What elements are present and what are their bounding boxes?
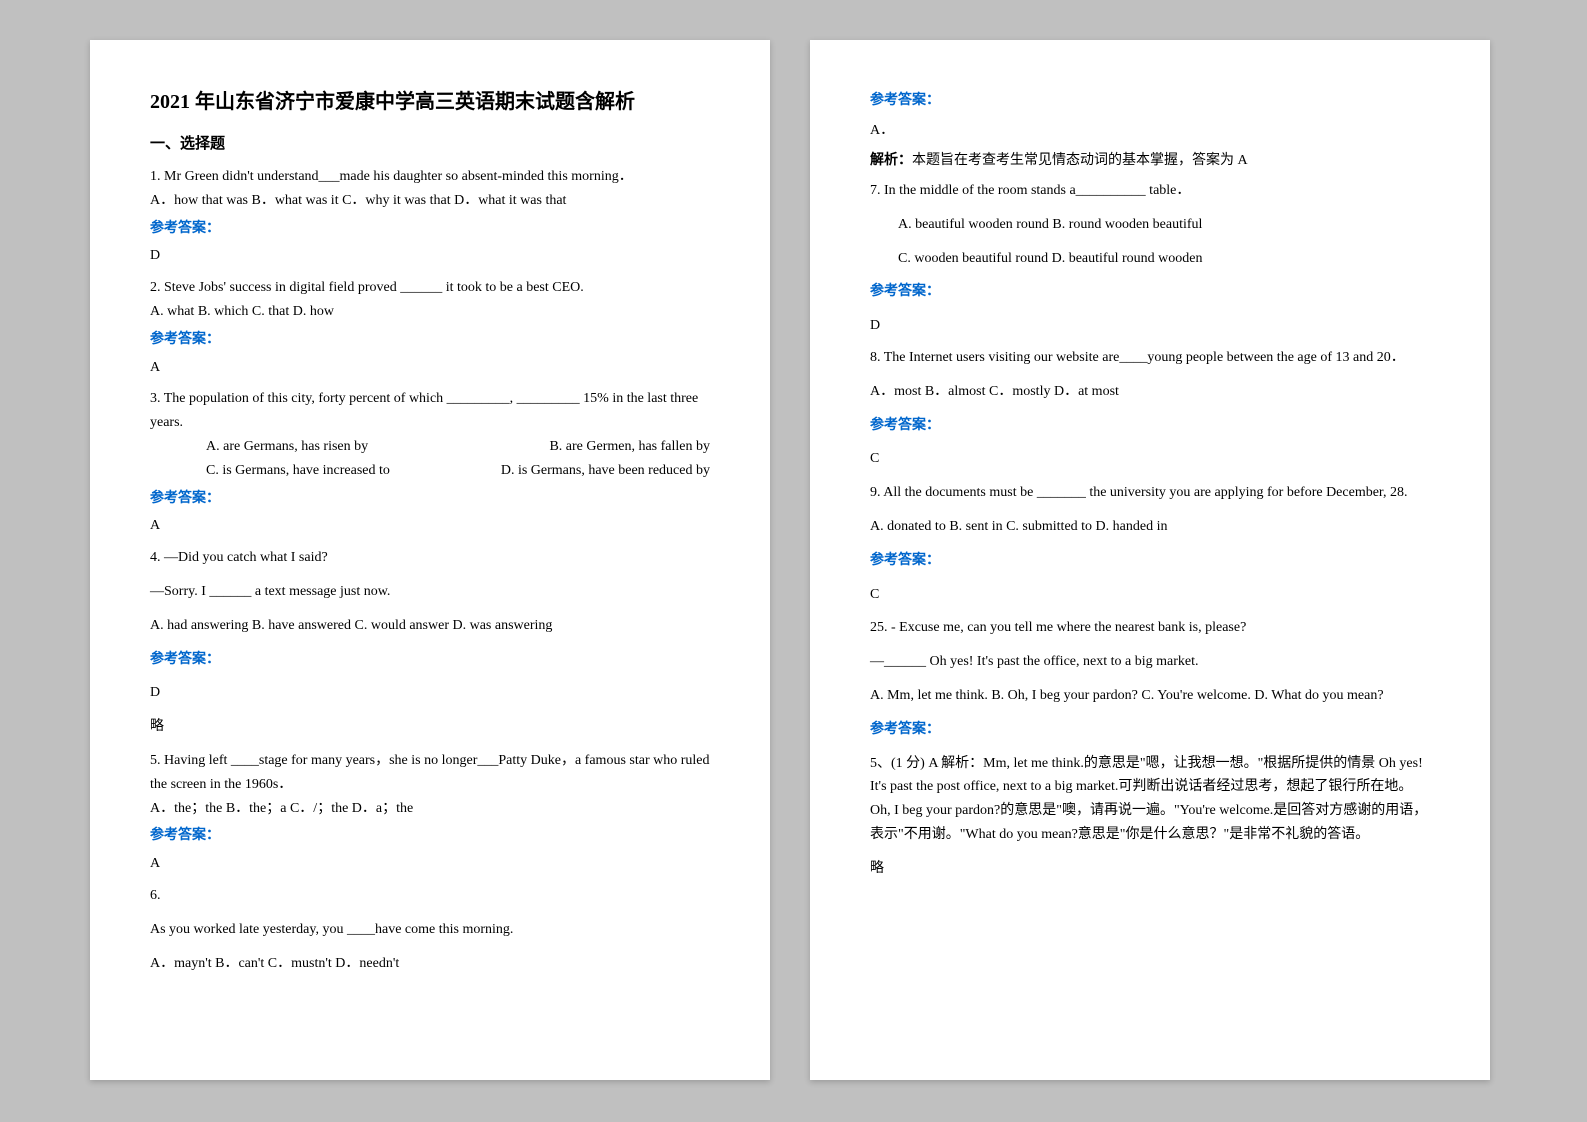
answer-label: 参考答案： xyxy=(870,718,1430,742)
q6-analysis: 本题旨在考查考生常见情态动词的基本掌握，答案为 A xyxy=(912,153,1248,168)
q1-stem: 1. Mr Green didn't understand___made his… xyxy=(150,165,710,189)
analysis-label: 解析： xyxy=(870,153,912,168)
q3-optD: D. is Germans, have been reduced by xyxy=(501,459,710,483)
q7: 7. In the middle of the room stands a___… xyxy=(870,179,1430,338)
q1-opts: A．how that was B．what was it C．why it wa… xyxy=(150,189,710,213)
q25-ans: 5、(1 分) A 解析：Mm, let me think.的意思是"嗯，让我想… xyxy=(870,752,1430,847)
q5-opts: A．the；the B．the；a C．/；the D．a；the xyxy=(150,797,710,821)
q5-ans: A xyxy=(150,852,710,876)
q25: 25. - Excuse me, can you tell me where t… xyxy=(870,616,1430,880)
q6-num: 6. xyxy=(150,884,710,908)
q4-stem1: 4. —Did you catch what I said? xyxy=(150,546,710,570)
q5: 5. Having left ____stage for many years，… xyxy=(150,749,710,876)
q6-opts: A．mayn't B．can't C．mustn't D．needn't xyxy=(150,952,710,976)
q3: 3. The population of this city, forty pe… xyxy=(150,387,710,538)
q6-analysis-row: 解析：本题旨在考查考生常见情态动词的基本掌握，答案为 A xyxy=(870,149,1430,169)
answer-label: 参考答案： xyxy=(150,824,710,848)
section-heading: 一、选择题 xyxy=(150,132,710,153)
q7-stem: 7. In the middle of the room stands a___… xyxy=(870,179,1430,203)
answer-label: 参考答案： xyxy=(870,280,1430,304)
q4-ans: D xyxy=(150,681,710,705)
q6-ans: A． xyxy=(870,119,1430,139)
answer-label: 参考答案： xyxy=(870,549,1430,573)
page-right: 参考答案： A． 解析：本题旨在考查考生常见情态动词的基本掌握，答案为 A 7.… xyxy=(810,40,1490,1080)
q3-ans: A xyxy=(150,514,710,538)
q6-stem: As you worked late yesterday, you ____ha… xyxy=(150,918,710,942)
q4-lue: 略 xyxy=(150,715,710,739)
q7-optsCD: C. wooden beautiful round D. beautiful r… xyxy=(870,247,1430,271)
q9-ans: C xyxy=(870,583,1430,607)
q1-ans: D xyxy=(150,244,710,268)
q25-lue: 略 xyxy=(870,857,1430,881)
q6-partial: 6. As you worked late yesterday, you ___… xyxy=(150,884,710,975)
q4-stem2: —Sorry. I ______ a text message just now… xyxy=(150,580,710,604)
answer-label: 参考答案： xyxy=(150,648,710,672)
q4: 4. —Did you catch what I said? —Sorry. I… xyxy=(150,546,710,739)
q25-stem2: —______ Oh yes! It's past the office, ne… xyxy=(870,650,1430,674)
q9: 9. All the documents must be _______ the… xyxy=(870,481,1430,606)
page-left: 2021 年山东省济宁市爱康中学高三英语期末试题含解析 一、选择题 1. Mr … xyxy=(90,40,770,1080)
q3-optC: C. is Germans, have increased to xyxy=(150,459,390,483)
q5-stem: 5. Having left ____stage for many years，… xyxy=(150,749,710,797)
answer-label: 参考答案： xyxy=(150,487,710,511)
q3-optA: A. are Germans, has risen by xyxy=(150,435,368,459)
q8-stem: 8. The Internet users visiting our websi… xyxy=(870,346,1430,370)
answer-label: 参考答案： xyxy=(870,89,1430,109)
exam-title: 2021 年山东省济宁市爱康中学高三英语期末试题含解析 xyxy=(150,85,710,114)
q2-stem: 2. Steve Jobs' success in digital field … xyxy=(150,276,710,300)
q25-opts: A. Mm, let me think. B. Oh, I beg your p… xyxy=(870,684,1430,708)
q7-ans: D xyxy=(870,314,1430,338)
answer-label: 参考答案： xyxy=(150,217,710,241)
q2-opts: A. what B. which C. that D. how xyxy=(150,300,710,324)
q1: 1. Mr Green didn't understand___made his… xyxy=(150,165,710,268)
q3-stem: 3. The population of this city, forty pe… xyxy=(150,387,710,435)
q8-opts: A．most B．almost C．mostly D．at most xyxy=(870,380,1430,404)
answer-label: 参考答案： xyxy=(870,414,1430,438)
q9-stem: 9. All the documents must be _______ the… xyxy=(870,481,1430,505)
q9-opts: A. donated to B. sent in C. submitted to… xyxy=(870,515,1430,539)
q7-optsAB: A. beautiful wooden round B. round woode… xyxy=(870,213,1430,237)
q25-stem1: 25. - Excuse me, can you tell me where t… xyxy=(870,616,1430,640)
q8-ans: C xyxy=(870,447,1430,471)
answer-label: 参考答案： xyxy=(150,328,710,352)
q2: 2. Steve Jobs' success in digital field … xyxy=(150,276,710,379)
q3-optB: B. are Germen, has fallen by xyxy=(549,435,710,459)
q2-ans: A xyxy=(150,356,710,380)
q8: 8. The Internet users visiting our websi… xyxy=(870,346,1430,471)
q4-opts: A. had answering B. have answered C. wou… xyxy=(150,614,710,638)
